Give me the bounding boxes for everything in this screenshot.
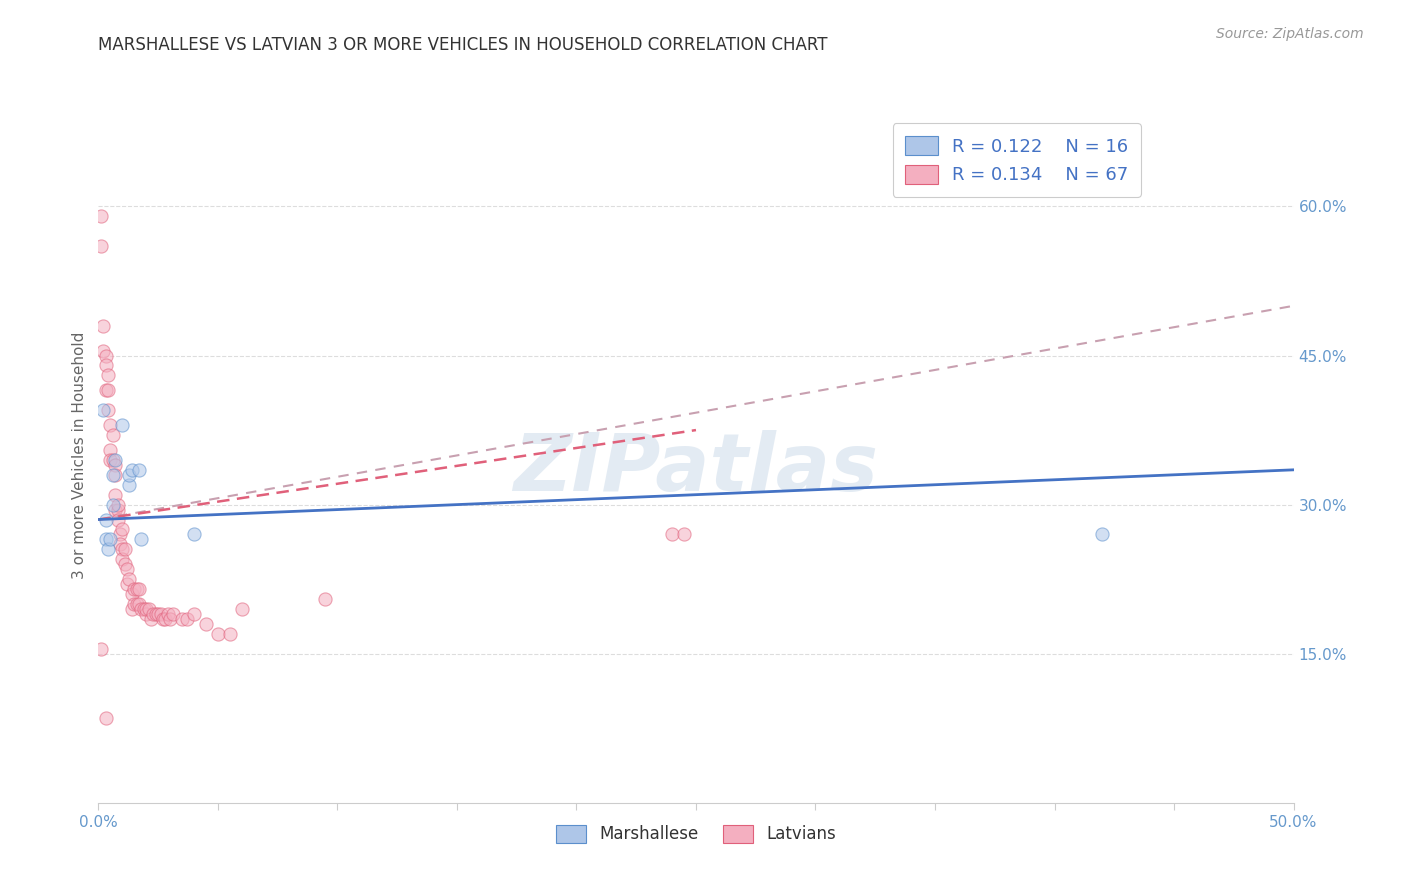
Point [94, 349, 117, 363]
Point [97, 384, 120, 398]
Point [128, 463, 150, 477]
Point [97, 368, 120, 383]
Point [128, 597, 150, 611]
Point [98, 453, 122, 467]
Point [104, 467, 127, 482]
Point [183, 527, 205, 541]
Point [155, 612, 177, 626]
Point [142, 607, 165, 621]
Point [97, 542, 120, 557]
Point [107, 512, 129, 526]
Point [159, 612, 181, 626]
Point [673, 527, 696, 541]
Point [111, 542, 134, 557]
Point [104, 453, 127, 467]
Point [132, 602, 155, 616]
Point [90, 210, 112, 224]
Point [111, 552, 134, 566]
Point [156, 607, 179, 621]
Point [101, 467, 124, 482]
Point [135, 602, 157, 616]
Point [118, 477, 141, 491]
Point [176, 612, 198, 626]
Point [104, 458, 127, 472]
Point [183, 607, 205, 621]
Point [90, 641, 112, 656]
Point [121, 602, 143, 616]
Point [172, 612, 194, 626]
Point [91, 343, 114, 358]
Point [94, 359, 117, 373]
Point [94, 711, 117, 725]
Point [162, 607, 184, 621]
Point [104, 502, 127, 516]
Point [149, 607, 172, 621]
Legend: Marshallese, Latvians: Marshallese, Latvians [548, 818, 844, 850]
Point [131, 533, 153, 547]
Y-axis label: 3 or more Vehicles in Household: 3 or more Vehicles in Household [72, 331, 87, 579]
Point [115, 577, 138, 591]
Point [107, 502, 129, 516]
Point [115, 562, 138, 576]
Point [124, 582, 146, 596]
Point [124, 597, 146, 611]
Point [152, 612, 174, 626]
Point [1091, 527, 1114, 541]
Point [128, 582, 150, 596]
Point [108, 537, 131, 551]
Point [118, 467, 141, 482]
Point [98, 533, 122, 547]
Point [131, 602, 153, 616]
Point [135, 607, 157, 621]
Point [94, 384, 117, 398]
Point [111, 418, 134, 433]
Point [207, 627, 229, 641]
Point [121, 463, 143, 477]
Point [114, 542, 136, 557]
Point [125, 597, 148, 611]
Point [195, 616, 218, 631]
Point [98, 418, 122, 433]
Point [94, 533, 117, 547]
Point [118, 572, 141, 586]
Point [94, 512, 117, 526]
Point [315, 592, 337, 607]
Point [101, 498, 124, 512]
Text: ZIPatlas: ZIPatlas [513, 430, 879, 508]
Point [107, 498, 129, 512]
Point [121, 587, 143, 601]
Point [148, 607, 170, 621]
Point [114, 558, 136, 572]
Point [90, 239, 112, 253]
Point [139, 612, 162, 626]
Point [91, 403, 114, 417]
Point [138, 602, 160, 616]
Point [219, 627, 242, 641]
Point [231, 602, 253, 616]
Point [91, 318, 114, 333]
Point [101, 428, 124, 442]
Point [661, 527, 683, 541]
Point [98, 442, 122, 457]
Point [125, 582, 148, 596]
Point [97, 403, 120, 417]
Text: MARSHALLESE VS LATVIAN 3 OR MORE VEHICLES IN HOUSEHOLD CORRELATION CHART: MARSHALLESE VS LATVIAN 3 OR MORE VEHICLE… [98, 36, 828, 54]
Point [101, 453, 124, 467]
Point [111, 523, 134, 537]
Point [108, 527, 131, 541]
Text: Source: ZipAtlas.com: Source: ZipAtlas.com [1216, 27, 1364, 41]
Point [104, 488, 127, 502]
Point [145, 607, 167, 621]
